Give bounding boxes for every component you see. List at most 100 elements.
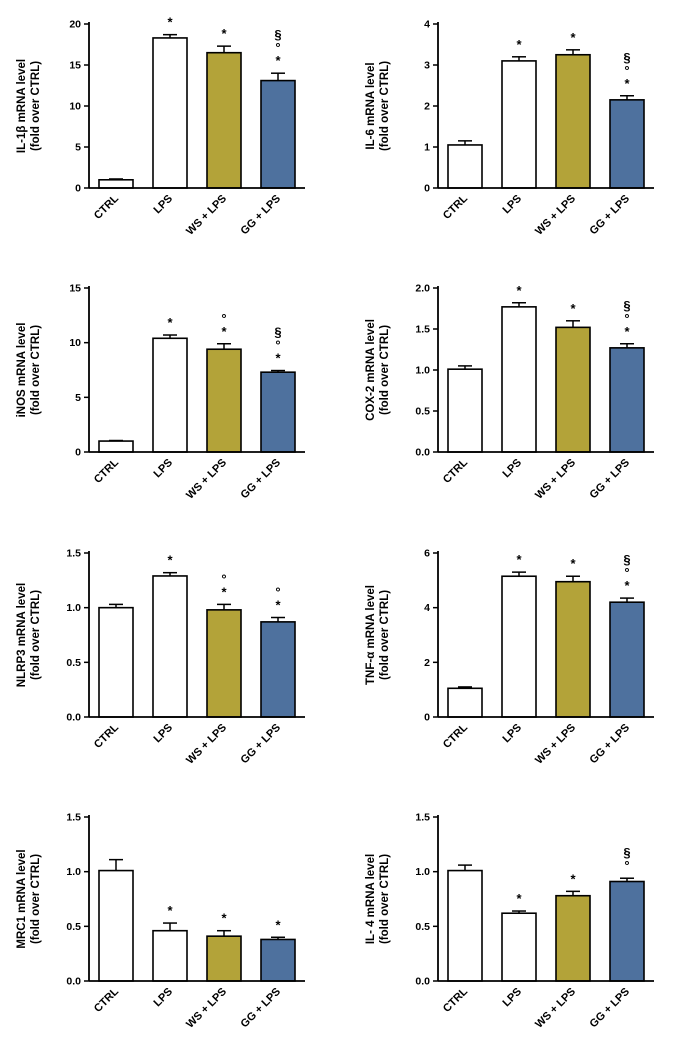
x-tick-label: LPS	[152, 193, 176, 217]
y-axis-label: IL- 4 mRNA level	[365, 854, 377, 944]
y-axis-label: (fold over CTRL)	[30, 854, 42, 944]
x-tick-label: GG + LPS	[587, 193, 632, 238]
y-axis-label: NLRP3 mRNA level	[16, 582, 28, 686]
y-axis-label: (fold over CTRL)	[30, 325, 42, 415]
significance-asterisk-mark: *	[570, 30, 576, 45]
y-tick-label: 10	[70, 338, 82, 350]
y-tick-label: 5	[75, 142, 81, 154]
significance-asterisk-mark: *	[516, 552, 522, 567]
bar-CTRL	[446, 869, 483, 982]
x-tick-label: GG + LPS	[239, 193, 284, 238]
x-tick-label: WS + LPS	[533, 193, 578, 238]
significance-circle-mark: °	[624, 311, 629, 326]
significance-asterisk-mark: *	[570, 871, 576, 886]
bar-LPS	[152, 37, 189, 189]
x-tick-label: WS + LPS	[184, 721, 229, 766]
chart-il6: 0 1 2 3 4 CTRL * LPS * WS + LPS * ° § GG + LPS IL-6 mR…	[349, 0, 697, 264]
significance-asterisk-mark: *	[624, 578, 630, 593]
significance-asterisk-mark: *	[168, 903, 174, 918]
y-axis-label: TNF-α mRNA level	[365, 585, 377, 685]
bar-CTRL	[446, 687, 483, 718]
significance-circle-mark: °	[222, 311, 227, 326]
x-tick-label: WS + LPS	[184, 986, 229, 1031]
y-tick-label: 1.5	[415, 811, 430, 823]
significance-section-mark: §	[275, 27, 282, 42]
chart-tnfa: 0 2 4 6 CTRL * LPS * WS + LPS * ° § GG + LPS TNF-α mR…	[349, 529, 697, 793]
chart-svg-il4: 0.0 0.5 1.0 1.5 CTRL * LPS * WS + LPS °§ GG + LPS I…	[365, 811, 654, 1031]
significance-section-mark: §	[623, 298, 630, 313]
chart-il4: 0.0 0.5 1.0 1.5 CTRL * LPS * WS + LPS ° § GG + LPS I…	[349, 793, 697, 1057]
y-tick-label: 4	[424, 19, 430, 31]
x-tick-label: WS + LPS	[533, 457, 578, 502]
chart-il1b: 0 5 10 15 20 CTRL * LPS * WS + LPS * ° § GG + LPS IL-1…	[0, 0, 349, 264]
significance-asterisk-mark: *	[168, 315, 174, 330]
bar-LPS	[500, 60, 537, 189]
y-tick-label: 0.0	[415, 975, 430, 987]
x-tick-label: WS + LPS	[533, 986, 578, 1031]
bar-GG-+-LPS	[608, 347, 645, 454]
x-tick-label: CTRL	[441, 985, 470, 1014]
significance-asterisk-mark: *	[276, 351, 282, 366]
significance-circle-mark: °	[624, 858, 629, 873]
bar-CTRL	[446, 144, 483, 189]
x-tick-label: CTRL	[441, 457, 470, 486]
x-tick-label: GG + LPS	[239, 457, 284, 502]
significance-circle-mark: °	[222, 571, 227, 586]
chart-inos: 0 5 10 15 CTRL * LPS * ° WS + LPS * ° § GG + LPS iNOS …	[0, 264, 349, 528]
y-tick-label: 2	[424, 656, 430, 668]
y-tick-label: 0.5	[67, 656, 82, 668]
x-tick-label: WS + LPS	[184, 193, 229, 238]
bar-LPS	[152, 574, 189, 718]
y-axis-label: (fold over CTRL)	[30, 589, 42, 679]
significance-circle-mark: °	[624, 565, 629, 580]
significance-asterisk-mark: *	[624, 324, 630, 339]
x-tick-label: GG + LPS	[587, 986, 632, 1031]
x-tick-label: CTRL	[441, 193, 470, 222]
x-tick-label: CTRL	[92, 985, 121, 1014]
significance-asterisk-mark: *	[222, 584, 228, 599]
bar-CTRL	[98, 179, 135, 189]
y-tick-label: 0	[424, 183, 430, 195]
y-tick-label: 2.0	[415, 283, 430, 295]
x-tick-label: LPS	[500, 193, 524, 217]
bar-GG-+-LPS	[608, 601, 645, 718]
bar-WS-+-LPS	[554, 894, 591, 982]
chart-nlrp3: 0.0 0.5 1.0 1.5 CTRL * LPS * ° WS + LPS * ° GG + LPS…	[0, 529, 349, 793]
y-tick-label: 20	[70, 19, 82, 31]
significance-asterisk-mark: *	[516, 283, 522, 298]
y-tick-label: 3	[424, 60, 430, 72]
y-tick-label: 0.0	[415, 447, 430, 459]
y-tick-label: 0.5	[67, 921, 82, 933]
y-tick-label: 0	[75, 183, 81, 195]
significance-asterisk-mark: *	[222, 911, 228, 926]
y-tick-label: 1.0	[67, 866, 82, 878]
bar-WS-+-LPS	[206, 52, 243, 189]
x-tick-label: GG + LPS	[239, 721, 284, 766]
x-tick-label: CTRL	[92, 721, 121, 750]
bar-CTRL	[98, 869, 135, 982]
bar-WS-+-LPS	[206, 348, 243, 454]
y-tick-label: 0.5	[415, 406, 430, 418]
significance-asterisk-mark: *	[168, 15, 174, 30]
bar-WS-+-LPS	[206, 608, 243, 718]
x-tick-label: LPS	[500, 986, 524, 1010]
chart-mrc1: 0.0 0.5 1.0 1.5 CTRL * LPS * WS + LPS * GG + LPS MR…	[0, 793, 349, 1057]
bar-GG-+-LPS	[608, 880, 645, 982]
y-tick-label: 5	[75, 392, 81, 404]
bar-CTRL	[446, 368, 483, 454]
significance-section-mark: §	[623, 845, 630, 860]
y-tick-label: 4	[424, 602, 430, 614]
y-axis-label: (fold over CTRL)	[379, 61, 391, 151]
x-tick-label: CTRL	[92, 193, 121, 222]
bar-LPS	[500, 912, 537, 982]
y-tick-label: 15	[70, 60, 82, 72]
significance-asterisk-mark: *	[516, 891, 522, 906]
significance-asterisk-mark: *	[276, 917, 282, 932]
significance-asterisk-mark: *	[276, 597, 282, 612]
